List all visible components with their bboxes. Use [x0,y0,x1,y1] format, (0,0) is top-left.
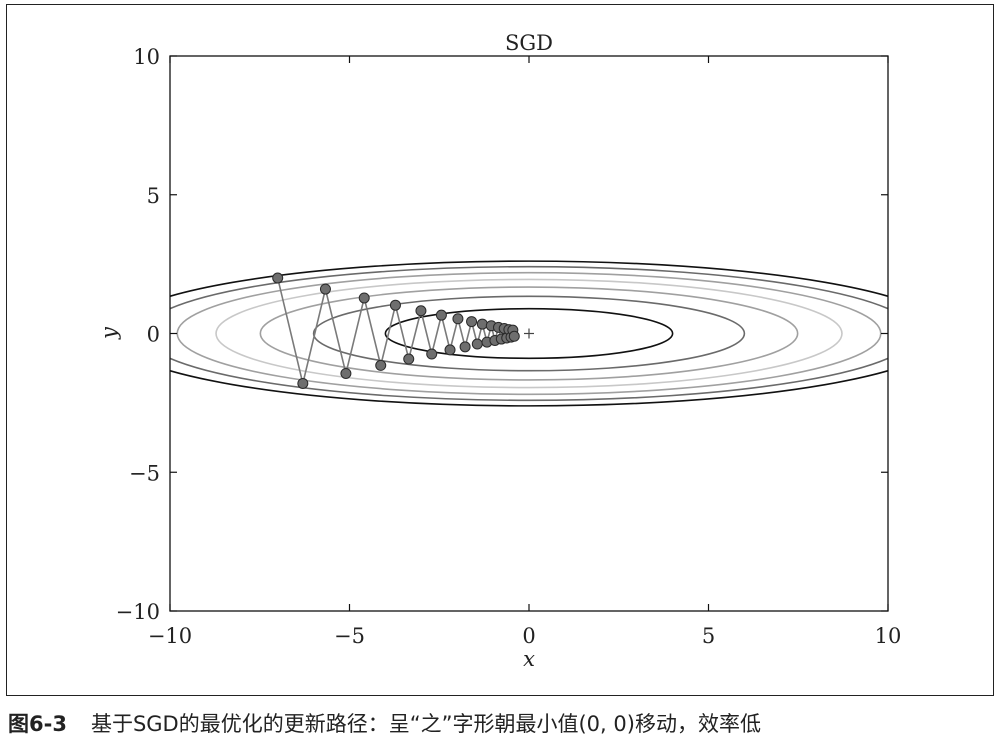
sgd-path-point [415,305,427,317]
sgd-path-point [426,348,438,360]
contour-line [312,295,746,372]
x-tick-label: 5 [702,624,715,648]
y-tick-label: 10 [133,45,160,69]
contour-line [170,265,888,402]
axis-ticks: −10 −5 0 5 10 −10 −5 0 5 10 [116,45,902,648]
figure-caption-text: 基于SGD的最优化的更新路径：呈“之”字形朝最小值(0, 0)移动，效率低 [90,712,761,736]
contour-lines [170,260,888,407]
sgd-path-point [508,330,520,342]
contour-line [384,307,674,360]
sgd-path-point [297,377,309,389]
sgd-path-point [444,344,456,356]
sgd-path-point [340,367,352,379]
x-tick-label: 0 [522,624,535,648]
sgd-path-point [403,353,415,365]
sgd-path-point [476,318,488,330]
sgd-path-point [375,359,387,371]
sgd-path-point [459,341,471,353]
sgd-path-point [272,272,284,284]
x-axis-label: x [523,647,535,671]
x-tick-label: 10 [875,624,902,648]
sgd-path-point [319,283,331,295]
contour-line [176,271,882,396]
figure-caption: 图6-3 基于SGD的最优化的更新路径：呈“之”字形朝最小值(0, 0)移动，效率… [8,708,998,740]
contour-line [215,278,843,389]
y-tick-label: 5 [147,184,160,208]
sgd-path-point [389,299,401,311]
x-tick-label: −10 [148,624,192,648]
y-tick-label: −5 [129,461,160,485]
y-tick-label: −10 [116,600,160,624]
figure-frame [6,4,994,696]
contour-line [170,260,888,407]
sgd-path-point [471,338,483,350]
sgd-path-point [452,313,464,325]
sgd-path-point [358,292,370,304]
sgd-path [272,272,534,389]
x-tick-label: −5 [334,624,365,648]
contour-line [259,286,799,381]
sgd-chart: −10 −5 0 5 10 −10 −5 0 5 10 SGD x y [97,31,902,671]
y-tick-label: 0 [147,323,160,347]
figure-label: 图6-3 [8,712,67,736]
sgd-path-point [435,309,447,321]
y-axis-label: y [97,326,121,340]
chart-title: SGD [505,31,553,55]
sgd-path-point [466,316,478,328]
